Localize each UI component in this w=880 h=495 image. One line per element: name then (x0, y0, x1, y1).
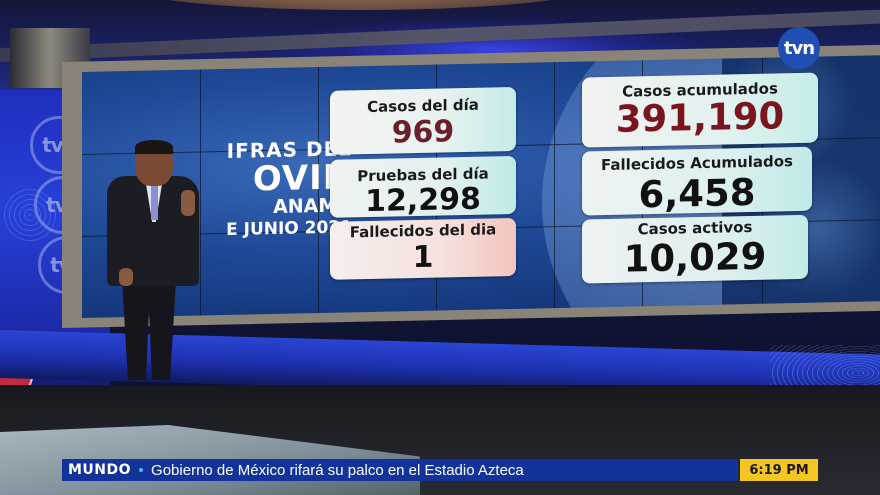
broadcast-clock: 6:19 PM (740, 459, 818, 481)
card-label: Casos del día (367, 95, 479, 117)
card-label: Fallecidos Acumulados (601, 152, 793, 175)
card-value: 391,190 (615, 94, 785, 141)
card-value: 1 (412, 239, 434, 276)
card-value: 969 (391, 114, 455, 151)
presenter-tie (151, 182, 158, 220)
cumulative-deaths-card: Fallecidos Acumulados 6,458 (582, 146, 812, 217)
panel-seam (554, 62, 555, 309)
ticker-section: MUNDO (68, 462, 132, 478)
active-cases-card: Casos activos 10,029 (582, 214, 808, 284)
card-value: 6,458 (638, 170, 756, 217)
daily-tests-card: Pruebas del día 12,298 (330, 155, 516, 220)
tvn-channel-logo-icon: tvn (778, 27, 820, 69)
news-ticker: MUNDO Gobierno de México rifará su palco… (62, 459, 738, 481)
presenter-hand (119, 268, 133, 286)
card-value: 10,029 (623, 234, 767, 281)
presenter (105, 140, 200, 390)
card-value: 12,298 (365, 181, 481, 220)
daily-cases-card: Casos del día 969 (330, 86, 516, 155)
ticker-headline: Gobierno de México rifará su palco en el… (151, 461, 524, 479)
presenter-legs (122, 280, 176, 380)
card-label: Fallecidos del dia (349, 220, 497, 242)
cumulative-cases-card: Casos acumulados 391,190 (582, 72, 818, 148)
video-wall: IFRAS DEL OVID ANAMÁ E JUNIO 2021 Casos … (82, 55, 880, 318)
presenter-hair (135, 140, 173, 154)
bullet-icon (139, 468, 144, 472)
daily-deaths-card: Fallecidos del dia 1 (330, 217, 516, 280)
presenter-hand (181, 190, 195, 216)
ceiling-fixture (120, 0, 600, 10)
